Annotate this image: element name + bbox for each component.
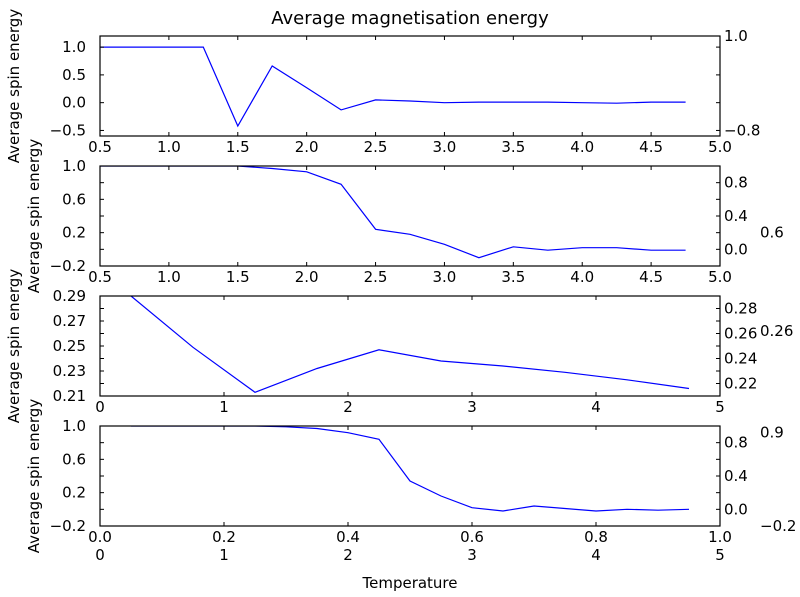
subplot-4: 0.0 0.2 0.4 0.6 0.8 1.00 1 2 3 4 5−0.20.00.20.40.6… bbox=[25, 399, 796, 564]
x-tick-label: 0.8 bbox=[584, 528, 608, 546]
x-tick-label: 5 bbox=[715, 398, 725, 416]
x-tick-label: 2.0 bbox=[295, 138, 319, 156]
x-tick-label: 0.4 bbox=[336, 528, 360, 546]
subplots: 0.5 1.0 1.5 2.0 2.5 3.0 3.5 4.0 4.5 5.0−0.50.00.5… bbox=[5, 9, 796, 564]
series-line bbox=[100, 166, 686, 259]
series-line bbox=[131, 426, 690, 512]
x-tick-label: 2.5 bbox=[364, 138, 388, 156]
y-tick-label-extra: −0.2 bbox=[760, 517, 796, 535]
y-axis-label: Average spin energy bbox=[25, 139, 43, 294]
x-tick-label: 0.0 bbox=[88, 528, 112, 546]
x-tick-label: 3 bbox=[467, 398, 477, 416]
x-tick-label: 2 bbox=[343, 546, 353, 564]
y-tick-label: 0.8 bbox=[724, 434, 748, 452]
y-tick-label: 0.4 bbox=[724, 467, 748, 485]
y-tick-label: −0.2 bbox=[50, 257, 86, 275]
y-tick-label: −0.2 bbox=[50, 517, 86, 535]
x-tick-label: 0.2 bbox=[212, 528, 236, 546]
x-tick-label: 5.0 bbox=[708, 268, 732, 286]
x-tick-label: 0 bbox=[95, 398, 105, 416]
y-tick-label-extra: 0.26 bbox=[760, 322, 793, 340]
x-tick-label: 2 bbox=[343, 398, 353, 416]
axes-frame bbox=[99, 165, 721, 267]
x-tick-label: 3.5 bbox=[501, 138, 525, 156]
x-tick-label: 3.5 bbox=[501, 268, 525, 286]
plot-area bbox=[100, 36, 720, 136]
x-tick-label: 4.5 bbox=[639, 268, 663, 286]
axes-frame bbox=[99, 425, 721, 527]
axes-frame bbox=[99, 295, 721, 397]
x-tick-label: 3.0 bbox=[433, 138, 457, 156]
x-tick-label: 1 bbox=[219, 546, 229, 564]
y-tick-label: 0.0 bbox=[62, 94, 86, 112]
y-tick-label-extra: −0.8 bbox=[724, 121, 760, 139]
x-tick-label: 4 bbox=[591, 398, 601, 416]
x-tick-label: 2.0 bbox=[295, 268, 319, 286]
y-tick-label-extra: 0.6 bbox=[760, 224, 784, 242]
y-tick-label: 0.2 bbox=[62, 224, 86, 242]
y-tick-label: 1.0 bbox=[62, 417, 86, 435]
x-tick-label: 0.5 bbox=[88, 138, 112, 156]
x-tick-label: 3.0 bbox=[433, 268, 457, 286]
x-axis-label: Temperature bbox=[361, 574, 457, 592]
y-tick-label: 0.24 bbox=[724, 350, 757, 368]
chart-title: Average magnetisation energy bbox=[271, 8, 549, 29]
x-tick-label: 0 bbox=[95, 546, 105, 564]
y-tick-label: 1.0 bbox=[62, 38, 86, 56]
subplot-3: 0 1 2 3 4 50.210.220.230.240.250.260.270.280.… bbox=[5, 269, 793, 424]
x-tick-label: 1.5 bbox=[226, 138, 250, 156]
x-tick-label: 2.5 bbox=[364, 268, 388, 286]
x-tick-label: 0.6 bbox=[460, 528, 484, 546]
y-tick-label: 0.8 bbox=[724, 174, 748, 192]
y-tick-label: 1.0 bbox=[62, 157, 86, 175]
y-tick-label: 0.21 bbox=[53, 387, 86, 405]
x-tick-label: 4.5 bbox=[639, 138, 663, 156]
y-tick-label: 0.29 bbox=[53, 287, 86, 305]
y-axis-label: Average spin energy bbox=[25, 399, 43, 554]
series-line bbox=[130, 296, 690, 393]
x-tick-label: 1.0 bbox=[157, 268, 181, 286]
y-tick-label: 0.6 bbox=[62, 190, 86, 208]
plot-area bbox=[100, 296, 720, 396]
y-tick-label: 0.0 bbox=[724, 500, 748, 518]
y-tick-label: 0.28 bbox=[724, 300, 757, 318]
x-tick-label: 1 bbox=[219, 398, 229, 416]
y-tick-label: 0.26 bbox=[724, 325, 757, 343]
subplot-2: 0.5 1.0 1.5 2.0 2.5 3.0 3.5 4.0 4.5 5.0−0.20.00.2… bbox=[25, 139, 784, 294]
x-tick-label: 5 bbox=[715, 546, 725, 564]
x-tick-label: 0.5 bbox=[88, 268, 112, 286]
y-tick-label: 0.2 bbox=[62, 484, 86, 502]
y-tick-label: 0.0 bbox=[724, 240, 748, 258]
y-tick-label: 0.25 bbox=[53, 337, 86, 355]
x-tick-label: 1.5 bbox=[226, 268, 250, 286]
y-tick-label: 0.27 bbox=[53, 312, 86, 330]
y-tick-label: 0.5 bbox=[62, 66, 86, 84]
subplot-1: 0.5 1.0 1.5 2.0 2.5 3.0 3.5 4.0 4.5 5.0 −0.5 0.0 0.5… bbox=[5, 9, 760, 164]
x-tick-label: 1.0 bbox=[157, 138, 181, 156]
y-tick-label: −0.5 bbox=[50, 121, 86, 139]
y-tick-label-extra: 0.9 bbox=[760, 424, 784, 442]
y-tick-label: 0.4 bbox=[724, 207, 748, 225]
x-tick-label: 1.0 bbox=[708, 528, 732, 546]
x-tick-label: 5.0 bbox=[708, 138, 732, 156]
y-tick-label-extra: 1.0 bbox=[724, 27, 748, 45]
axes-frame bbox=[99, 35, 721, 137]
y-tick-label: 0.6 bbox=[62, 450, 86, 468]
series-line bbox=[100, 46, 686, 128]
x-tick-label: 4 bbox=[591, 546, 601, 564]
y-axis-label: Average spin energy bbox=[5, 269, 23, 424]
x-tick-label: 3 bbox=[467, 546, 477, 564]
x-tick-label: 4.0 bbox=[570, 268, 594, 286]
y-axis-label: Average spin energy bbox=[5, 9, 23, 164]
plot-area bbox=[100, 426, 720, 526]
y-tick-label: 0.23 bbox=[53, 362, 86, 380]
y-tick-label: 0.22 bbox=[724, 375, 757, 393]
x-tick-label: 4.0 bbox=[570, 138, 594, 156]
plot-area bbox=[100, 166, 720, 266]
